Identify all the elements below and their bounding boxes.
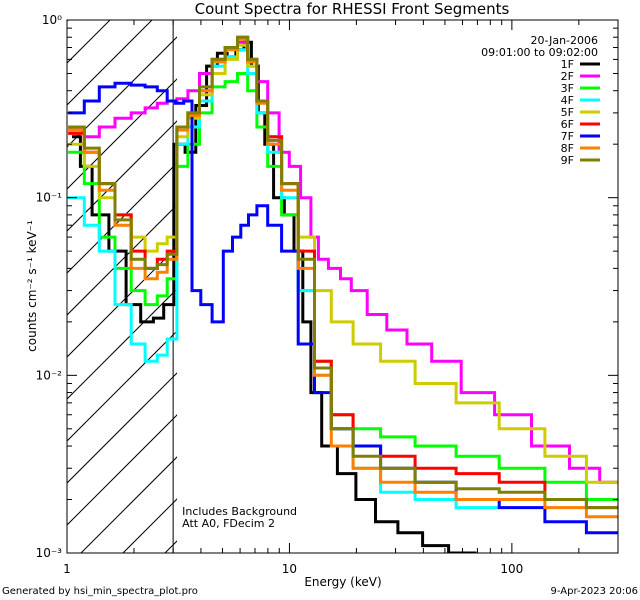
x-axis-label: Energy (keV) xyxy=(304,575,381,589)
hatch-line xyxy=(67,330,177,442)
footer-generated-by: Generated by hsi_min_spectra_plot.pro xyxy=(2,586,198,597)
legend-label-2F: 2F xyxy=(561,70,574,83)
annotation-background: Includes Background xyxy=(182,505,297,518)
y-tick-label: 10⁰ xyxy=(42,13,62,27)
hatch-line xyxy=(67,78,177,190)
y-axis-ticks: 10⁻³ 10⁻² 10⁻¹ 10⁰ xyxy=(36,13,618,560)
x-tick-label: 100 xyxy=(500,562,523,576)
plot-frame xyxy=(66,19,619,554)
x-axis-ticks: 1 10 100 xyxy=(63,20,619,576)
hatch-line xyxy=(67,372,177,484)
legend-label-5F: 5F xyxy=(561,106,574,119)
x-tick-label: 1 xyxy=(63,562,71,576)
legend-label-7F: 7F xyxy=(561,130,574,143)
hatch-line xyxy=(0,0,113,553)
legend-label-3F: 3F xyxy=(561,82,574,95)
footer-timestamp: 9-Apr-2023 20:06 xyxy=(551,586,638,597)
hatch-line xyxy=(67,162,177,274)
date-label: 20-Jan-2006 xyxy=(531,34,599,47)
chart-title: Count Spectra for RHESSI Front Segments xyxy=(195,0,510,18)
y-tick-label: 10⁻¹ xyxy=(36,191,63,205)
legend-label-1F: 1F xyxy=(561,58,574,71)
hatch-line xyxy=(67,20,111,64)
series-9F-line xyxy=(68,35,618,510)
hatch-line xyxy=(207,0,640,553)
series-group xyxy=(68,35,618,553)
hatch-line xyxy=(67,246,177,358)
time-range-label: 09:01:00 to 09:02:00 xyxy=(481,46,598,59)
series-2F-line xyxy=(68,40,618,484)
hatched-region xyxy=(0,0,640,553)
series-5F-line xyxy=(68,43,618,484)
x-tick-label: 10 xyxy=(282,562,297,576)
legend-label-9F: 9F xyxy=(561,154,574,167)
series-3F-line xyxy=(68,72,618,501)
hatch-line xyxy=(67,414,177,526)
series-7F-line xyxy=(68,81,618,535)
y-tick-label: 10⁻³ xyxy=(36,546,63,560)
hatch-line xyxy=(67,204,177,316)
hatch-line xyxy=(67,20,153,106)
hatch-line xyxy=(249,0,640,553)
y-tick-label: 10⁻² xyxy=(36,368,63,382)
legend-label-8F: 8F xyxy=(561,142,574,155)
y-axis-label: counts cm⁻² s⁻¹ keV⁻¹ xyxy=(25,220,39,352)
hatch-line xyxy=(80,456,177,553)
series-4F-line xyxy=(68,48,499,510)
legend-label-4F: 4F xyxy=(561,94,574,107)
hatch-line xyxy=(67,120,177,232)
legend-label-6F: 6F xyxy=(561,118,574,131)
annotation-attenuator: Att A0, FDecim 2 xyxy=(182,517,275,530)
